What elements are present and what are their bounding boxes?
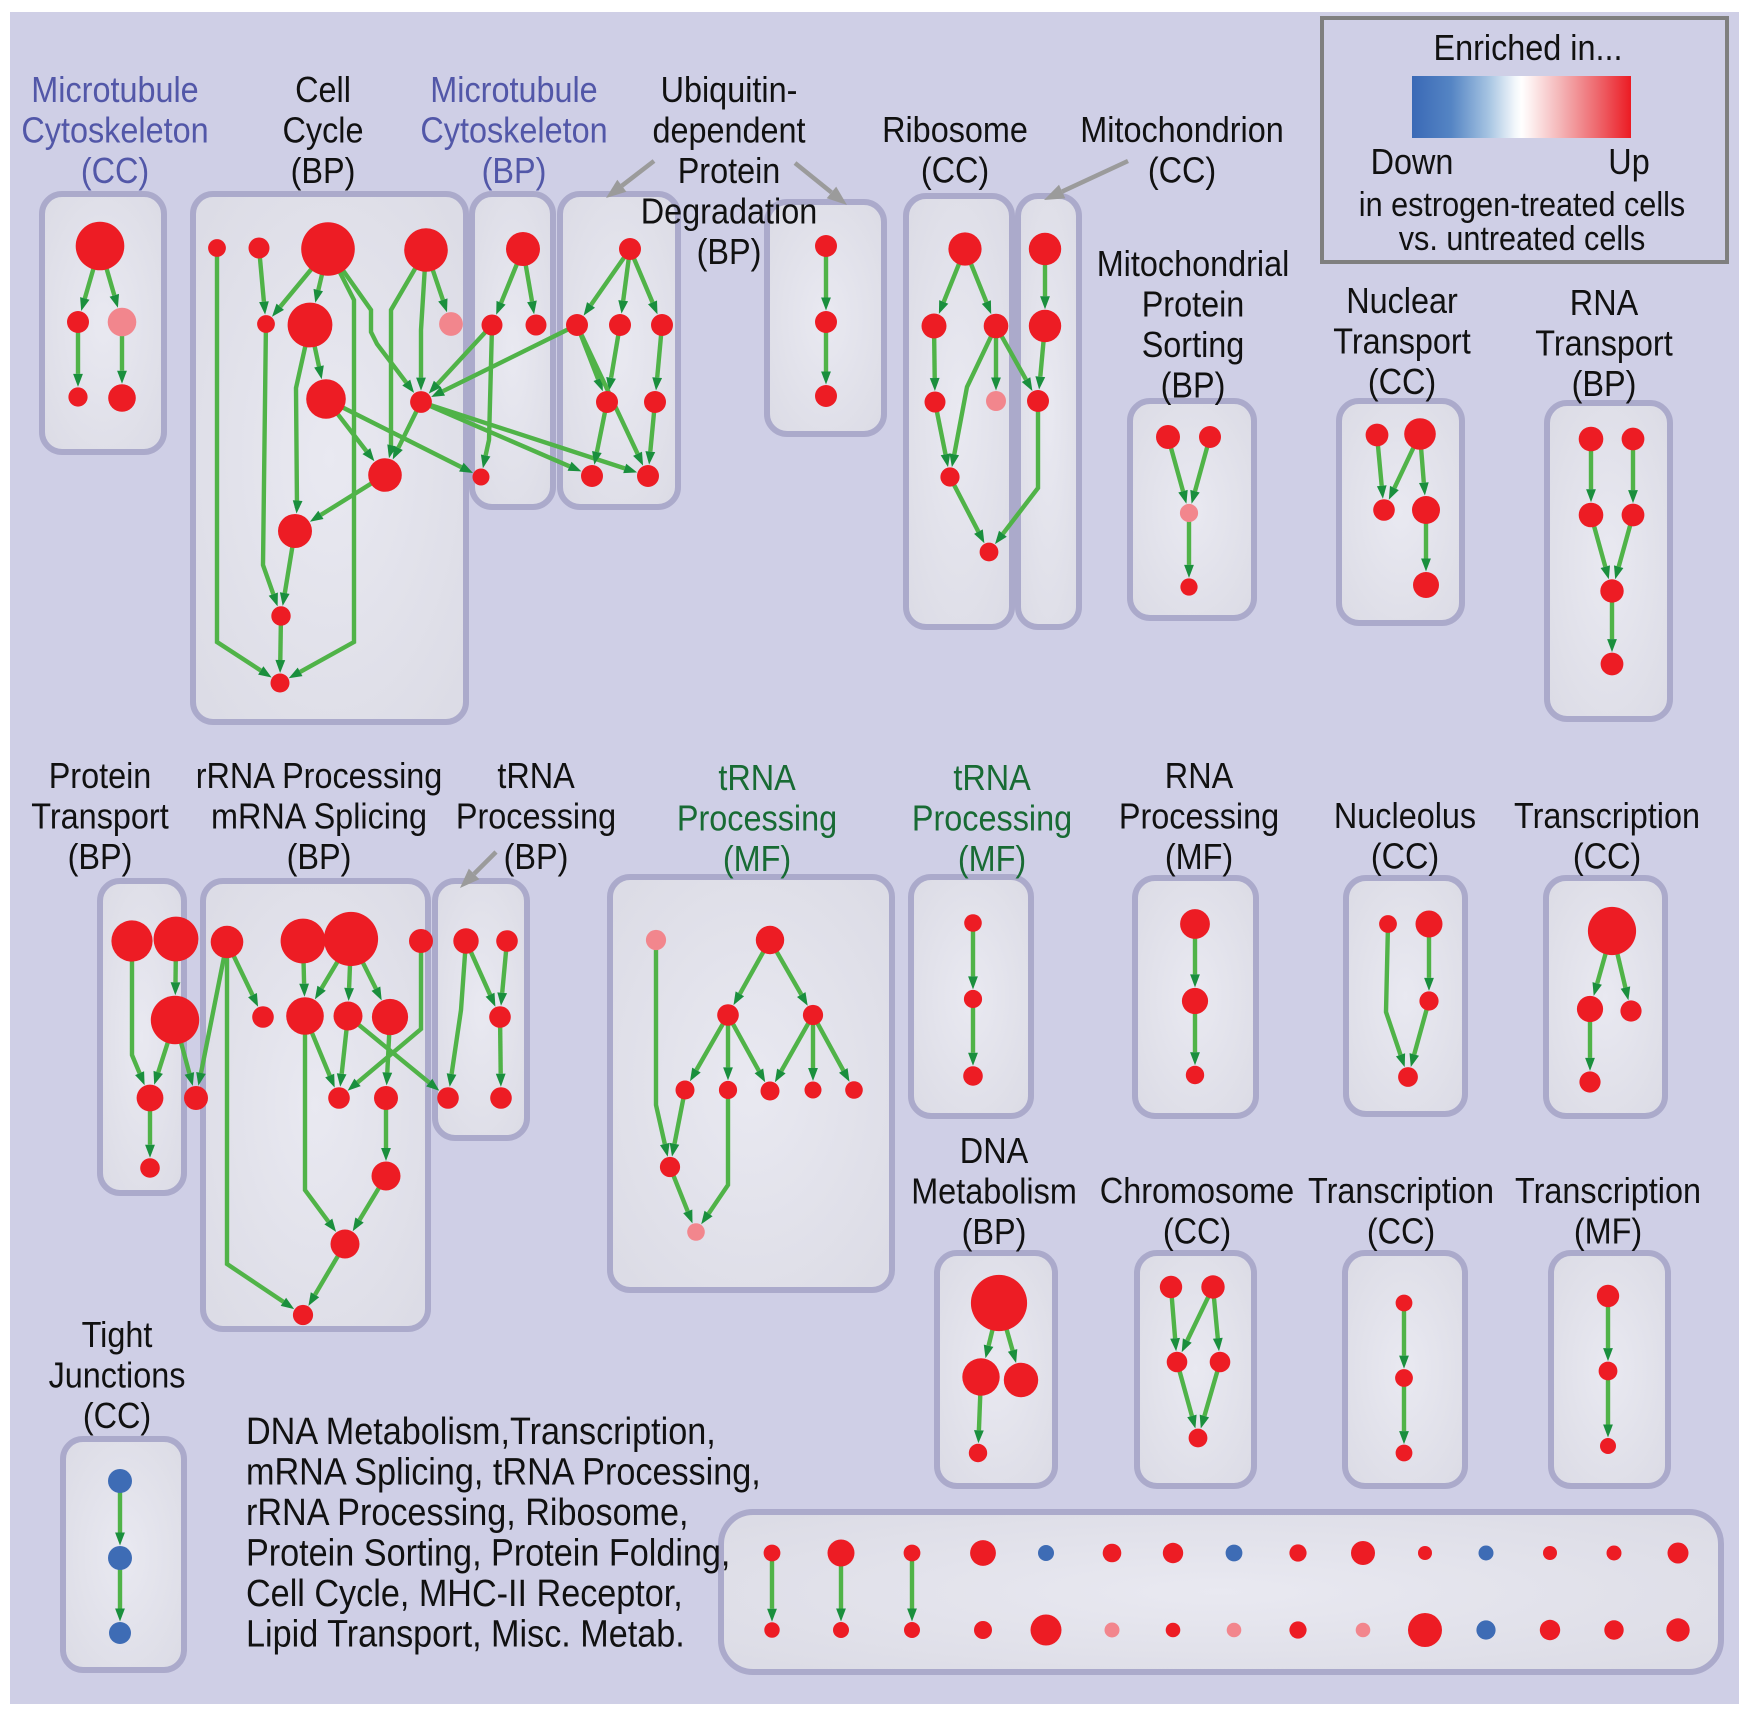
svg-text:Nuclear: Nuclear bbox=[1346, 281, 1458, 321]
svg-text:(BP): (BP) bbox=[287, 837, 352, 877]
svg-text:(BP): (BP) bbox=[504, 837, 569, 877]
svg-text:(CC): (CC) bbox=[1148, 151, 1216, 191]
svg-text:DNA: DNA bbox=[960, 1131, 1029, 1171]
svg-text:tRNA: tRNA bbox=[953, 758, 1031, 798]
svg-text:(CC): (CC) bbox=[1367, 1212, 1435, 1252]
svg-text:Cycle: Cycle bbox=[283, 111, 364, 151]
svg-text:Transport: Transport bbox=[1535, 324, 1673, 364]
svg-text:RNA: RNA bbox=[1570, 283, 1639, 323]
svg-text:Enriched in...: Enriched in... bbox=[1433, 28, 1622, 68]
svg-text:(CC): (CC) bbox=[81, 151, 149, 191]
svg-text:Nucleolus: Nucleolus bbox=[1334, 796, 1476, 836]
svg-text:Protein: Protein bbox=[678, 151, 781, 191]
svg-text:Sorting: Sorting bbox=[1142, 325, 1245, 365]
svg-text:tRNA: tRNA bbox=[718, 758, 796, 798]
svg-text:(CC): (CC) bbox=[1573, 837, 1641, 877]
svg-text:(BP): (BP) bbox=[482, 151, 547, 191]
svg-text:Lipid Transport, Misc. Metab.: Lipid Transport, Misc. Metab. bbox=[246, 1612, 685, 1655]
svg-text:Up: Up bbox=[1608, 142, 1649, 182]
svg-text:Metabolism: Metabolism bbox=[911, 1172, 1077, 1212]
svg-text:Processing: Processing bbox=[677, 799, 837, 839]
svg-text:Ribosome: Ribosome bbox=[882, 110, 1028, 150]
svg-text:(BP): (BP) bbox=[1161, 366, 1226, 406]
svg-text:Protein: Protein bbox=[1142, 285, 1245, 325]
svg-text:Junctions: Junctions bbox=[49, 1356, 186, 1396]
svg-text:(BP): (BP) bbox=[697, 232, 762, 272]
svg-text:Protein Sorting, Protein Foldi: Protein Sorting, Protein Folding, bbox=[246, 1531, 730, 1574]
svg-text:Transport: Transport bbox=[1333, 322, 1471, 362]
svg-text:RNA: RNA bbox=[1165, 756, 1234, 796]
svg-text:Cell: Cell bbox=[295, 70, 351, 110]
svg-text:(BP): (BP) bbox=[1572, 364, 1637, 404]
svg-text:(MF): (MF) bbox=[958, 839, 1026, 879]
svg-text:Chromosome: Chromosome bbox=[1100, 1171, 1294, 1211]
svg-text:(BP): (BP) bbox=[68, 837, 133, 877]
svg-text:Ubiquitin-: Ubiquitin- bbox=[661, 70, 798, 110]
svg-text:Cytoskeleton: Cytoskeleton bbox=[21, 111, 208, 151]
svg-text:Transcription: Transcription bbox=[1308, 1171, 1494, 1211]
svg-text:(CC): (CC) bbox=[1368, 362, 1436, 402]
svg-text:Mitochondrial: Mitochondrial bbox=[1097, 244, 1290, 284]
svg-text:Microtubule: Microtubule bbox=[430, 70, 597, 110]
svg-text:Transcription: Transcription bbox=[1514, 796, 1700, 836]
svg-text:mRNA Splicing: mRNA Splicing bbox=[211, 797, 427, 837]
svg-text:Processing: Processing bbox=[456, 797, 616, 837]
svg-text:mRNA Splicing, tRNA Processing: mRNA Splicing, tRNA Processing, bbox=[246, 1450, 761, 1493]
svg-text:Processing: Processing bbox=[1119, 797, 1279, 837]
svg-text:DNA Metabolism,Transcription,: DNA Metabolism,Transcription, bbox=[246, 1409, 716, 1452]
svg-text:Down: Down bbox=[1371, 142, 1454, 182]
svg-text:(MF): (MF) bbox=[1574, 1212, 1642, 1252]
svg-text:rRNA Processing: rRNA Processing bbox=[196, 756, 443, 796]
svg-text:(MF): (MF) bbox=[1165, 837, 1233, 877]
svg-text:(BP): (BP) bbox=[962, 1212, 1027, 1252]
svg-text:Protein: Protein bbox=[49, 756, 152, 796]
svg-text:(CC): (CC) bbox=[83, 1396, 151, 1436]
svg-text:Processing: Processing bbox=[912, 799, 1072, 839]
svg-text:Transport: Transport bbox=[31, 797, 169, 837]
svg-text:rRNA Processing, Ribosome,: rRNA Processing, Ribosome, bbox=[246, 1490, 689, 1533]
svg-text:tRNA: tRNA bbox=[497, 756, 575, 796]
svg-text:Tight: Tight bbox=[82, 1315, 153, 1355]
svg-text:in estrogen-treated cells: in estrogen-treated cells bbox=[1359, 186, 1685, 224]
svg-text:vs. untreated cells: vs. untreated cells bbox=[1399, 220, 1646, 258]
svg-text:Cytoskeleton: Cytoskeleton bbox=[420, 111, 607, 151]
svg-text:(CC): (CC) bbox=[1371, 837, 1439, 877]
svg-text:Microtubule: Microtubule bbox=[31, 70, 198, 110]
svg-text:dependent: dependent bbox=[652, 111, 806, 151]
svg-text:Degradation: Degradation bbox=[641, 192, 817, 232]
svg-text:Mitochondrion: Mitochondrion bbox=[1080, 110, 1283, 150]
svg-text:(CC): (CC) bbox=[1163, 1212, 1231, 1252]
svg-text:Transcription: Transcription bbox=[1515, 1171, 1701, 1211]
svg-text:Cell Cycle, MHC-II Receptor,: Cell Cycle, MHC-II Receptor, bbox=[246, 1571, 683, 1614]
svg-text:(MF): (MF) bbox=[723, 839, 791, 879]
svg-text:(BP): (BP) bbox=[291, 151, 356, 191]
svg-text:(CC): (CC) bbox=[921, 151, 989, 191]
